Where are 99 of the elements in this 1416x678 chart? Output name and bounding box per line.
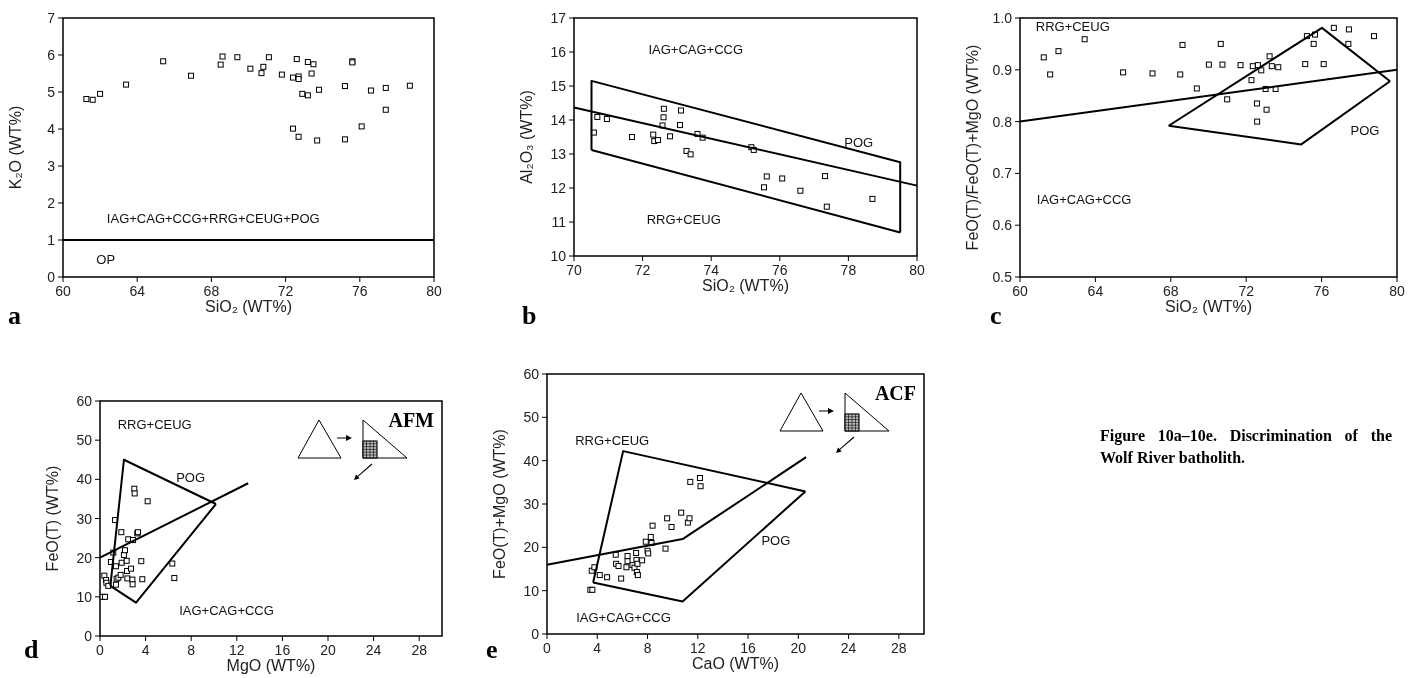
y-axis-title: FeO(T) (WT%) xyxy=(44,465,61,572)
annotation: POG xyxy=(844,134,874,150)
y-tick-label: 20 xyxy=(523,539,540,556)
text: b xyxy=(522,301,537,330)
annotation: IAG+CAG+CCG+RRG+CEUG+POG xyxy=(106,211,320,227)
x-tick-label: 80 xyxy=(909,262,925,278)
y-tick-label: 10 xyxy=(523,582,540,599)
y-tick-label: 10 xyxy=(76,588,93,605)
y-tick-label: 7 xyxy=(47,10,56,26)
x-axis-title: MgO (WT%) xyxy=(226,657,316,674)
y-tick-label: 0.7 xyxy=(992,165,1013,182)
x-tick-label: 0 xyxy=(96,642,105,658)
annotation: POG xyxy=(176,469,206,485)
annotation: IAG+CAG+CCG xyxy=(648,41,744,57)
y-tick-label: 0.6 xyxy=(992,217,1013,234)
x-tick-label: 64 xyxy=(129,283,146,299)
x-tick-label: 80 xyxy=(1389,283,1405,299)
x-tick-label: 72 xyxy=(277,283,294,299)
x-tick-label: 12 xyxy=(229,642,245,658)
annotation: IAG+CAG+CCG xyxy=(576,609,671,625)
y-axis-title: FeO(T)/FeO(T)+MgO (WT%) xyxy=(964,44,981,251)
x-tick-label: 24 xyxy=(840,640,857,656)
y-tick-label: 40 xyxy=(76,471,93,488)
annotation: ACF xyxy=(874,382,916,404)
y-tick-label: 5 xyxy=(47,84,56,100)
x-tick-label: 70 xyxy=(566,262,582,278)
y-tick-label: 30 xyxy=(523,496,540,512)
x-tick-label: 20 xyxy=(790,640,807,656)
x-tick-label: 68 xyxy=(1163,283,1179,299)
y-tick-label: 30 xyxy=(76,510,93,527)
y-tick-label: 17 xyxy=(550,10,567,26)
x-tick-label: 24 xyxy=(365,642,382,658)
x-tick-label: 72 xyxy=(1238,283,1255,299)
x-tick-label: 74 xyxy=(703,262,720,278)
y-tick-label: 50 xyxy=(76,432,93,449)
annotation: POG xyxy=(1350,123,1380,139)
y-axis-title: FeO(T)+MgO (WT%) xyxy=(491,429,508,579)
annotation: AFM xyxy=(388,409,435,431)
text: Figure 10a–10e. Discrimination of the Wolf River batholith. xyxy=(1100,426,1392,468)
y-tick-label: 12 xyxy=(550,180,567,196)
y-tick-label: 1.0 xyxy=(992,10,1013,26)
y-tick-label: 0.8 xyxy=(992,113,1013,130)
x-tick-label: 4 xyxy=(593,640,602,656)
x-tick-label: 8 xyxy=(187,642,196,658)
y-tick-label: 0.5 xyxy=(992,269,1013,285)
y-axis-title: K₂O (WT%) xyxy=(7,105,24,190)
y-tick-label: 10 xyxy=(550,248,567,264)
y-tick-label: 40 xyxy=(523,452,540,469)
text: a xyxy=(8,301,21,330)
y-tick-label: 60 xyxy=(523,366,540,382)
y-tick-label: 14 xyxy=(550,112,567,128)
x-tick-label: 16 xyxy=(740,640,757,656)
annotation: OP xyxy=(96,252,116,268)
x-tick-label: 28 xyxy=(411,642,428,658)
x-axis-title: SiO₂ (WT%) xyxy=(701,277,790,294)
x-tick-label: 12 xyxy=(690,640,706,656)
x-tick-label: 28 xyxy=(891,640,907,656)
y-tick-label: 1 xyxy=(47,232,56,248)
annotation: RRG+CEUG xyxy=(117,416,192,432)
x-tick-label: 76 xyxy=(352,283,368,299)
x-tick-label: 4 xyxy=(141,642,150,658)
y-tick-label: 13 xyxy=(550,146,567,162)
annotation: IAG+CAG+CCG xyxy=(179,602,274,618)
x-tick-label: 60 xyxy=(1012,283,1028,299)
annotation: POG xyxy=(761,533,791,549)
y-tick-label: 50 xyxy=(523,409,540,426)
annotation: IAG+CAG+CCG xyxy=(1036,191,1132,207)
x-tick-label: 20 xyxy=(320,642,336,658)
y-tick-label: 0.9 xyxy=(992,61,1013,78)
y-tick-label: 60 xyxy=(76,393,93,409)
y-tick-label: 15 xyxy=(550,78,567,94)
x-tick-label: 78 xyxy=(840,262,857,278)
y-axis-title: Al₂O₃ (WT%) xyxy=(518,90,535,184)
y-tick-label: 0 xyxy=(84,628,93,644)
text: c xyxy=(990,301,1002,330)
x-tick-label: 64 xyxy=(1087,283,1104,299)
y-tick-label: 11 xyxy=(551,214,567,230)
annotation: RRG+CEUG xyxy=(1035,19,1110,35)
text: d xyxy=(24,635,39,664)
x-tick-label: 80 xyxy=(426,283,442,299)
annotation: RRG+CEUG xyxy=(646,211,721,227)
y-tick-label: 2 xyxy=(47,195,56,211)
x-tick-label: 76 xyxy=(772,262,788,278)
x-tick-label: 68 xyxy=(203,283,220,299)
x-axis-title: CaO (WT%) xyxy=(691,655,780,672)
y-tick-label: 3 xyxy=(47,158,56,174)
x-axis-title: SiO₂ (WT%) xyxy=(1164,298,1253,315)
x-tick-label: 76 xyxy=(1313,283,1330,299)
text: e xyxy=(486,635,498,664)
y-tick-label: 0 xyxy=(531,626,540,642)
y-tick-label: 20 xyxy=(76,549,93,566)
x-tick-label: 16 xyxy=(274,642,291,658)
annotation: RRG+CEUG xyxy=(575,432,650,448)
y-tick-label: 6 xyxy=(47,47,56,63)
x-tick-label: 8 xyxy=(643,640,652,656)
y-tick-label: 16 xyxy=(550,44,567,60)
y-tick-label: 4 xyxy=(47,121,56,137)
x-axis-title: SiO₂ (WT%) xyxy=(204,298,293,315)
x-tick-label: 72 xyxy=(634,262,651,278)
